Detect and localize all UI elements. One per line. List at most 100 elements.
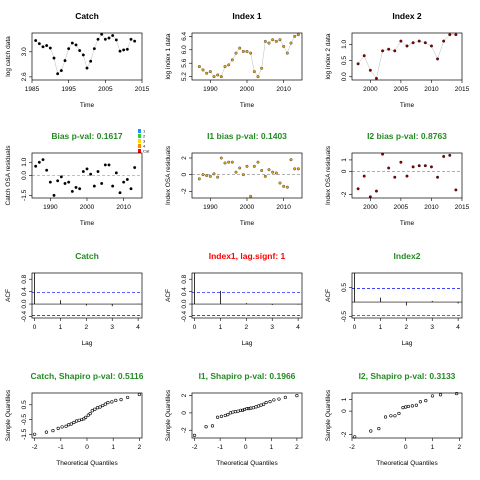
y-tick-label: -0.4 <box>181 310 188 322</box>
x-tick-label: 3 <box>430 324 434 331</box>
plot-frame <box>191 152 303 199</box>
y-axis-label: log index 1 data <box>165 33 172 79</box>
x-tick-label: 2 <box>245 324 249 331</box>
data-point <box>272 398 276 402</box>
x-tick-label: 1990 <box>203 204 218 211</box>
data-point <box>241 408 245 412</box>
y-tick-label: -2 <box>181 188 188 194</box>
legend-label: Cat <box>143 149 150 154</box>
x-tick-label: 3 <box>270 324 274 331</box>
data-point <box>393 175 397 179</box>
data-point <box>236 409 240 413</box>
x-tick-label: 1 <box>431 444 435 451</box>
data-point <box>89 172 93 176</box>
x-tick-label: 2005 <box>394 86 409 93</box>
data-point <box>192 433 197 438</box>
y-tick-label: 6.4 <box>181 31 188 40</box>
data-point <box>406 404 410 409</box>
data-point <box>289 41 293 45</box>
x-tick-label: 2005 <box>394 204 409 211</box>
y-tick-label: -1.5 <box>21 189 28 201</box>
legend-label: 4 <box>143 144 146 149</box>
data-point <box>74 185 78 189</box>
legend-swatch <box>138 129 141 133</box>
data-point <box>37 42 41 46</box>
panel-title: I1 bias p-val: 0.1403 <box>207 131 287 141</box>
panel-p10: Catch, Shapiro p-val: 0.5116 Theoretical … <box>5 371 144 467</box>
data-point <box>377 427 381 431</box>
y-tick-label: 0 <box>181 411 188 415</box>
data-point <box>245 406 249 411</box>
legend-label: 1 <box>143 129 146 134</box>
panel-title: I2, Shapiro p-val: 0.3133 <box>359 371 456 381</box>
data-point <box>262 402 266 406</box>
data-point <box>74 43 78 47</box>
data-point <box>238 46 242 50</box>
data-point <box>238 166 242 170</box>
data-point <box>263 39 267 43</box>
data-point <box>64 424 68 428</box>
x-tick-label: 2000 <box>363 86 378 93</box>
data-point <box>52 193 56 197</box>
x-tick-label: 2010 <box>276 86 291 93</box>
y-tick-label: 0 <box>341 169 348 173</box>
x-tick-label: 2005 <box>98 86 113 93</box>
panel-title: Index 2 <box>392 11 422 21</box>
x-axis-label: Time <box>400 102 415 109</box>
x-tick-label: 1 <box>111 444 115 451</box>
data-point <box>96 170 100 173</box>
data-point <box>436 175 440 179</box>
data-point <box>260 169 264 172</box>
data-point <box>78 187 82 191</box>
y-tick-label: 2 <box>181 156 188 160</box>
x-tick-label: 4 <box>296 324 300 331</box>
data-point <box>356 62 360 66</box>
data-point <box>208 174 212 178</box>
data-point <box>59 175 63 179</box>
y-axis-label: Sample Quantiles <box>325 389 332 441</box>
y-tick-label: 5.6 <box>181 58 188 67</box>
x-tick-label: 0 <box>404 444 408 451</box>
data-point <box>230 160 234 164</box>
x-tick-label: 2010 <box>276 204 291 211</box>
x-tick-label: 2 <box>405 324 409 331</box>
panel-title: Index1, lag.signf: 1 <box>209 251 286 261</box>
data-point <box>274 171 278 175</box>
data-point <box>122 180 126 184</box>
data-point <box>98 405 102 409</box>
y-axis-label: Catch OSA residuals <box>5 145 12 206</box>
x-tick-label: -2 <box>349 444 355 451</box>
panel-p7: Catch Lag ACF 0 1 2 3 4 -0.4 0.0 0.4 0.8 <box>5 251 143 347</box>
x-tick-label: 2015 <box>455 86 470 93</box>
data-point <box>103 163 107 167</box>
data-point <box>362 174 366 178</box>
data-point <box>81 53 85 57</box>
y-tick-label: -0.5 <box>341 311 348 323</box>
data-point <box>52 56 56 60</box>
y-tick-label: 0.8 <box>21 274 28 283</box>
y-tick-label: 0.4 <box>21 287 28 296</box>
y-tick-label: 0.5 <box>341 56 348 65</box>
data-point <box>70 189 74 193</box>
data-point <box>256 160 260 164</box>
y-tick-label: 2 <box>181 393 188 397</box>
y-tick-label: -2 <box>181 427 188 433</box>
y-tick-label: -1.5 <box>21 428 28 440</box>
x-tick-label: 2015 <box>455 204 470 211</box>
data-point <box>247 406 251 411</box>
data-point <box>405 44 409 48</box>
data-point <box>374 189 378 193</box>
data-point <box>387 166 391 170</box>
x-tick-label: 0 <box>244 444 248 451</box>
x-tick-label: 2010 <box>424 86 439 93</box>
plot-frame <box>351 32 463 81</box>
x-axis-label: Theoretical Quantiles <box>56 460 118 467</box>
data-point <box>418 400 423 404</box>
series-line <box>35 33 135 75</box>
data-point <box>374 76 378 80</box>
legend-swatch <box>138 139 141 143</box>
x-tick-label: 1985 <box>25 86 40 93</box>
x-axis-label: Time <box>400 220 415 227</box>
data-point <box>283 395 287 399</box>
y-tick-label: 1 <box>341 158 348 162</box>
